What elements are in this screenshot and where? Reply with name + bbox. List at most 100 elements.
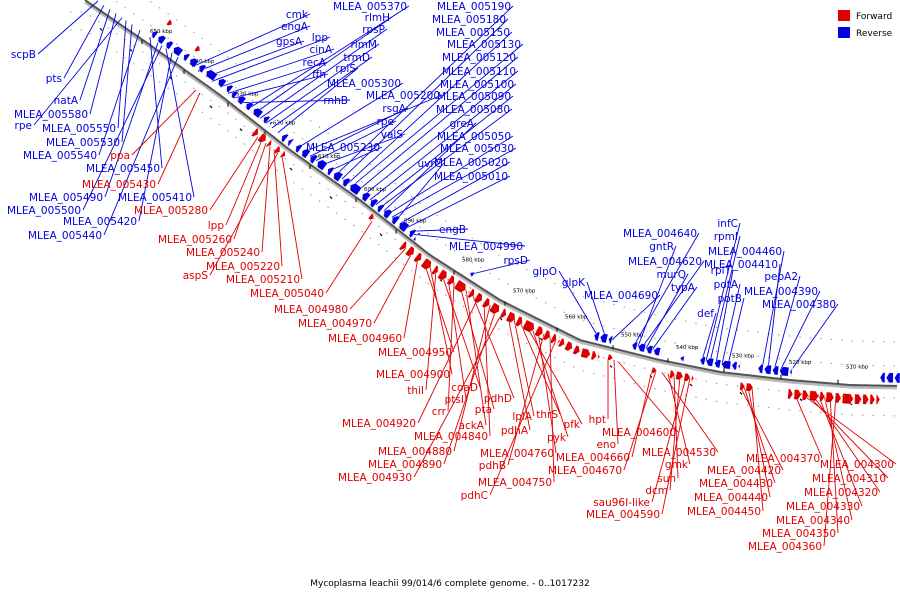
gene-label: rpsP [362, 24, 385, 36]
reverse-gene-block [699, 356, 706, 366]
gene-leader-line [329, 146, 383, 172]
forward-gene-block [488, 302, 500, 315]
gene-label: rplS [335, 63, 356, 75]
gene-leader-line [661, 377, 691, 515]
gene-label: potA [714, 279, 739, 291]
gene-leader-line [233, 142, 267, 240]
gene-label: MLEA_004930 [338, 472, 412, 484]
gene-leader-line [121, 24, 133, 143]
forward-gene-block-shade [489, 309, 496, 315]
forward-gene-block-shade [877, 402, 879, 405]
gene-leader-line [669, 375, 681, 491]
reverse-gene-block [294, 144, 303, 154]
forward-gene-block [481, 297, 490, 309]
forward-gene-block-shade [195, 49, 198, 53]
feature-tick [329, 196, 333, 199]
gene-leader-line [429, 266, 453, 375]
forward-gene-block-shade [684, 379, 688, 382]
gene-label: cmk [286, 9, 309, 21]
reverse-gene-block-shape [469, 272, 475, 278]
gene-leader-line [357, 56, 519, 191]
reverse-gene-block-shape [779, 366, 790, 377]
gene-label: MLEA_004360 [748, 541, 822, 553]
kbp-tick-label: 570 kbp [513, 289, 536, 295]
reverse-gene-block-shape [370, 198, 379, 209]
reverse-gene-block-shade [714, 365, 718, 368]
gene-leader-line [811, 393, 881, 493]
gene-label: sun [657, 473, 676, 485]
reverse-gene-block-shade [880, 380, 883, 383]
gene-label: rimM [350, 39, 377, 51]
gene-label: murQ [657, 269, 686, 281]
reverse-gene-block-shade [593, 338, 597, 341]
gene-label: MLEA_005410 [118, 192, 192, 204]
reverse-gene-block [382, 209, 393, 220]
reverse-gene-block [779, 366, 790, 377]
gene-leader-line [271, 56, 373, 129]
forward-gene-block-shape [413, 252, 423, 263]
legend-reverse-swatch [838, 27, 850, 38]
gene-label: MLEA_004340 [776, 515, 850, 527]
gene-label: natA [54, 95, 79, 107]
gene-leader-line [633, 232, 700, 346]
gene-leader-line [315, 120, 397, 162]
forward-gene-block [841, 393, 854, 405]
gene-leader-line [739, 386, 784, 471]
forward-gene-block-shape [572, 344, 581, 355]
gene-label: MLEA_004300 [820, 459, 894, 471]
reverse-gene-block [182, 53, 191, 62]
forward-gene-block-shade [482, 305, 487, 309]
reverse-gene-block-shape [679, 355, 685, 362]
gene-leader-line [519, 321, 561, 415]
feature-tick [289, 167, 293, 171]
reverse-gene-block-shade [225, 88, 229, 92]
forward-gene-block-shade [835, 400, 839, 404]
gene-label: infC [717, 218, 738, 230]
forward-gene-block-shape [745, 382, 754, 392]
reverse-gene-block-shape [166, 40, 174, 50]
gene-leader-line [79, 9, 111, 101]
reverse-gene-block-shade [646, 350, 650, 354]
gene-label: MLEA_004620 [628, 256, 702, 268]
reverse-gene-block-shape [731, 361, 738, 371]
gene-leader-line [363, 70, 519, 196]
forward-gene-block [683, 372, 691, 382]
gene-leader-line [761, 250, 785, 369]
gene-label: MLEA_004920 [342, 418, 416, 430]
reverse-gene-block-shape [757, 363, 764, 374]
gene-leader-line [751, 387, 764, 512]
forward-gene-block-shade [405, 252, 411, 257]
forward-gene-block-shape [257, 132, 267, 143]
gene-leader-line [645, 273, 689, 349]
forward-gene-block-shape [488, 302, 500, 315]
reverse-gene-block [757, 363, 764, 374]
legend: Forward Reverse [838, 10, 893, 39]
gene-leader-line [209, 136, 259, 211]
forward-gene-block-shade [266, 145, 269, 148]
gene-label: MLEA_005230 [306, 142, 380, 154]
reverse-gene-block [300, 148, 311, 159]
forward-gene-block-shape [367, 213, 375, 220]
gene-leader-line [197, 25, 311, 72]
forward-gene-block-shade [597, 359, 600, 362]
gene-leader-line [441, 274, 481, 388]
forward-gene-block-shade [863, 402, 867, 405]
reverse-gene-block-shape [721, 360, 732, 370]
reverse-gene-block-shade [188, 61, 194, 67]
forward-gene-block-shade [167, 23, 170, 27]
gene-label: glpO [532, 266, 557, 278]
forward-gene-block-shade [608, 358, 611, 361]
gene-label: engB [439, 224, 466, 236]
gene-label: MLEA_005040 [250, 288, 324, 300]
reverse-gene-block [308, 154, 319, 165]
forward-gene-block-shade [500, 316, 504, 319]
feature-tick [129, 48, 133, 52]
forward-gene-block [825, 391, 835, 403]
gene-leader-line [33, 17, 123, 126]
gene-label: pts [46, 73, 62, 85]
forward-gene-block-shade [740, 388, 743, 391]
gene-label: MLEA_005440 [28, 230, 102, 242]
gene-leader-line [789, 303, 839, 373]
reverse-gene-block-shade [758, 370, 761, 374]
